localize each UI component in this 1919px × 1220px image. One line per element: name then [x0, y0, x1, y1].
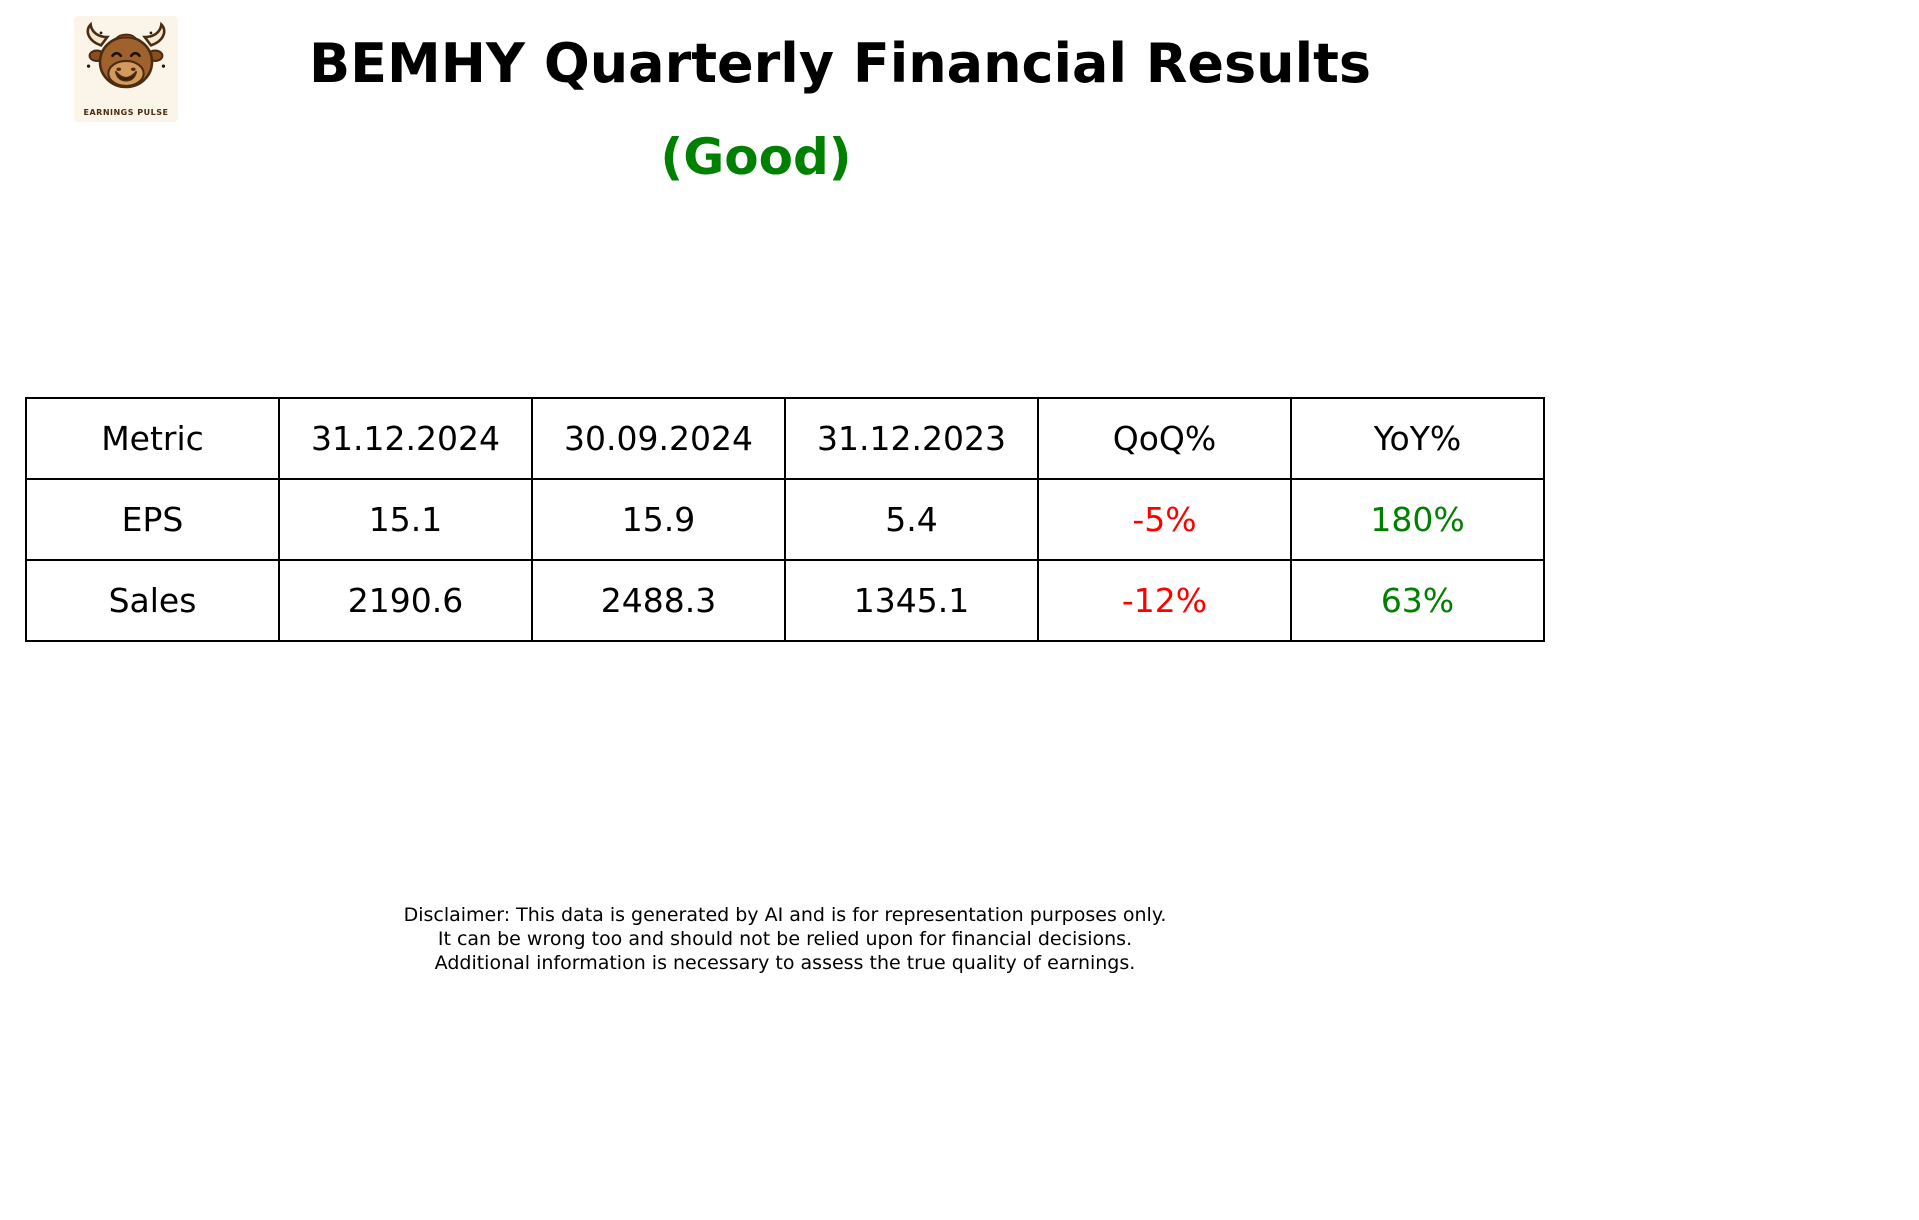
col-header-period-2: 30.09.2024 — [531, 397, 786, 480]
disclaimer-line-1: Disclaimer: This data is generated by AI… — [403, 904, 1167, 926]
value-cell: 15.9 — [531, 478, 786, 561]
disclaimer-line-2: It can be wrong too and should not be re… — [437, 928, 1133, 950]
logo-background: EARNINGS PULSE — [74, 16, 178, 122]
col-header-period-3: 31.12.2023 — [784, 397, 1039, 480]
table-row-sales: Sales 2190.6 2488.3 1345.1 -12% 63% — [25, 559, 1545, 642]
col-header-yoy: YoY% — [1290, 397, 1545, 480]
disclaimer-line-3: Additional information is necessary to a… — [434, 952, 1136, 974]
quality-badge: (Good) — [660, 128, 852, 186]
col-header-qoq: QoQ% — [1037, 397, 1292, 480]
table-row-eps: EPS 15.1 15.9 5.4 -5% 180% — [25, 478, 1545, 561]
yoy-cell: 63% — [1290, 559, 1545, 642]
value-cell: 2190.6 — [278, 559, 533, 642]
col-header-metric: Metric — [25, 397, 280, 480]
metric-label: Sales — [25, 559, 280, 642]
financial-table: Metric 31.12.2024 30.09.2024 31.12.2023 … — [25, 397, 1545, 642]
value-cell: 2488.3 — [531, 559, 786, 642]
value-cell: 1345.1 — [784, 559, 1039, 642]
value-cell: 5.4 — [784, 478, 1039, 561]
page-title: BEMHY Quarterly Financial Results — [308, 32, 1372, 95]
yoy-cell: 180% — [1290, 478, 1545, 561]
bull-icon — [86, 21, 166, 89]
value-cell: 15.1 — [278, 478, 533, 561]
qoq-cell: -12% — [1037, 559, 1292, 642]
table-header-row: Metric 31.12.2024 30.09.2024 31.12.2023 … — [25, 397, 1545, 480]
metric-label: EPS — [25, 478, 280, 561]
brand-name: EARNINGS PULSE — [83, 108, 169, 117]
brand-logo: EARNINGS PULSE — [74, 16, 178, 122]
qoq-cell: -5% — [1037, 478, 1292, 561]
col-header-period-1: 31.12.2024 — [278, 397, 533, 480]
disclaimer: Disclaimer: This data is generated by AI… — [0, 903, 1570, 975]
